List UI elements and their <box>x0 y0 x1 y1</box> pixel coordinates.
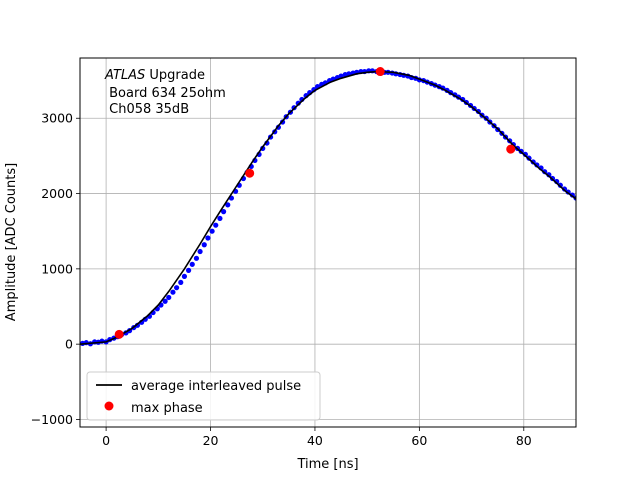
sample-point <box>162 298 168 304</box>
x-tick-label-4: 80 <box>516 433 532 448</box>
sample-point <box>201 242 207 248</box>
annotation-channel: Ch058 35dB <box>105 102 189 117</box>
max-phase-point <box>375 67 385 77</box>
svg-text:ATLAS Upgrade: ATLAS Upgrade <box>104 68 205 83</box>
legend-max-phase-swatch <box>104 401 114 411</box>
y-tick-label-3: 2000 <box>41 186 73 201</box>
sample-point <box>209 228 215 234</box>
y-tick-label-0: −1000 <box>31 412 73 427</box>
sample-point <box>178 279 184 286</box>
sample-point <box>220 209 227 215</box>
sample-point <box>205 235 211 241</box>
sample-point <box>170 289 176 295</box>
sample-point <box>197 248 203 255</box>
y-tick-label-2: 1000 <box>41 261 73 276</box>
legend-box <box>86 371 321 421</box>
legend-max-phase: max phase <box>131 401 203 416</box>
x-tick-label-0: 0 <box>102 433 110 448</box>
average-pulse-line <box>80 70 576 345</box>
y-tick-label-1: 0 <box>65 337 73 352</box>
x-tick-label-1: 20 <box>203 433 219 448</box>
x-axis-label: Time [ns] <box>296 457 358 472</box>
ticks: 0 20 40 60 80 −1000 0 1000 2000 3000 <box>31 111 532 448</box>
sample-point <box>557 182 563 188</box>
sample-point <box>217 215 223 222</box>
plot-frame <box>79 57 577 428</box>
sample-point <box>166 294 172 301</box>
y-axis-label: Amplitude [ADC Counts] <box>4 163 19 321</box>
max-phase-point <box>114 329 124 339</box>
sample-point <box>185 267 192 273</box>
annotation-atlas: ATLAS <box>104 68 145 83</box>
max-phase-point <box>506 144 516 154</box>
x-tick-label-2: 40 <box>307 433 323 448</box>
sample-point <box>134 322 141 328</box>
legend-average-pulse: average interleaved pulse <box>131 379 301 394</box>
sample-point <box>173 285 180 291</box>
sample-point <box>189 261 195 267</box>
marks <box>80 67 576 347</box>
x-tick-label-3: 60 <box>411 433 427 448</box>
sample-point <box>213 222 219 228</box>
annotation-upgrade: Upgrade <box>145 68 205 83</box>
y-tick-label-4: 3000 <box>41 111 73 126</box>
sample-point <box>561 186 568 192</box>
sample-point <box>225 202 231 208</box>
legend: average interleaved pulse max phase <box>86 371 321 421</box>
max-phase-point <box>245 168 255 178</box>
sample-point <box>534 162 540 168</box>
sample-point <box>181 273 188 279</box>
sample-point <box>193 255 200 261</box>
annotation-board: Board 634 25ohm <box>105 86 226 101</box>
atlas-annotation: ATLAS Upgrade Board 634 25ohm Ch058 35dB <box>104 68 226 117</box>
